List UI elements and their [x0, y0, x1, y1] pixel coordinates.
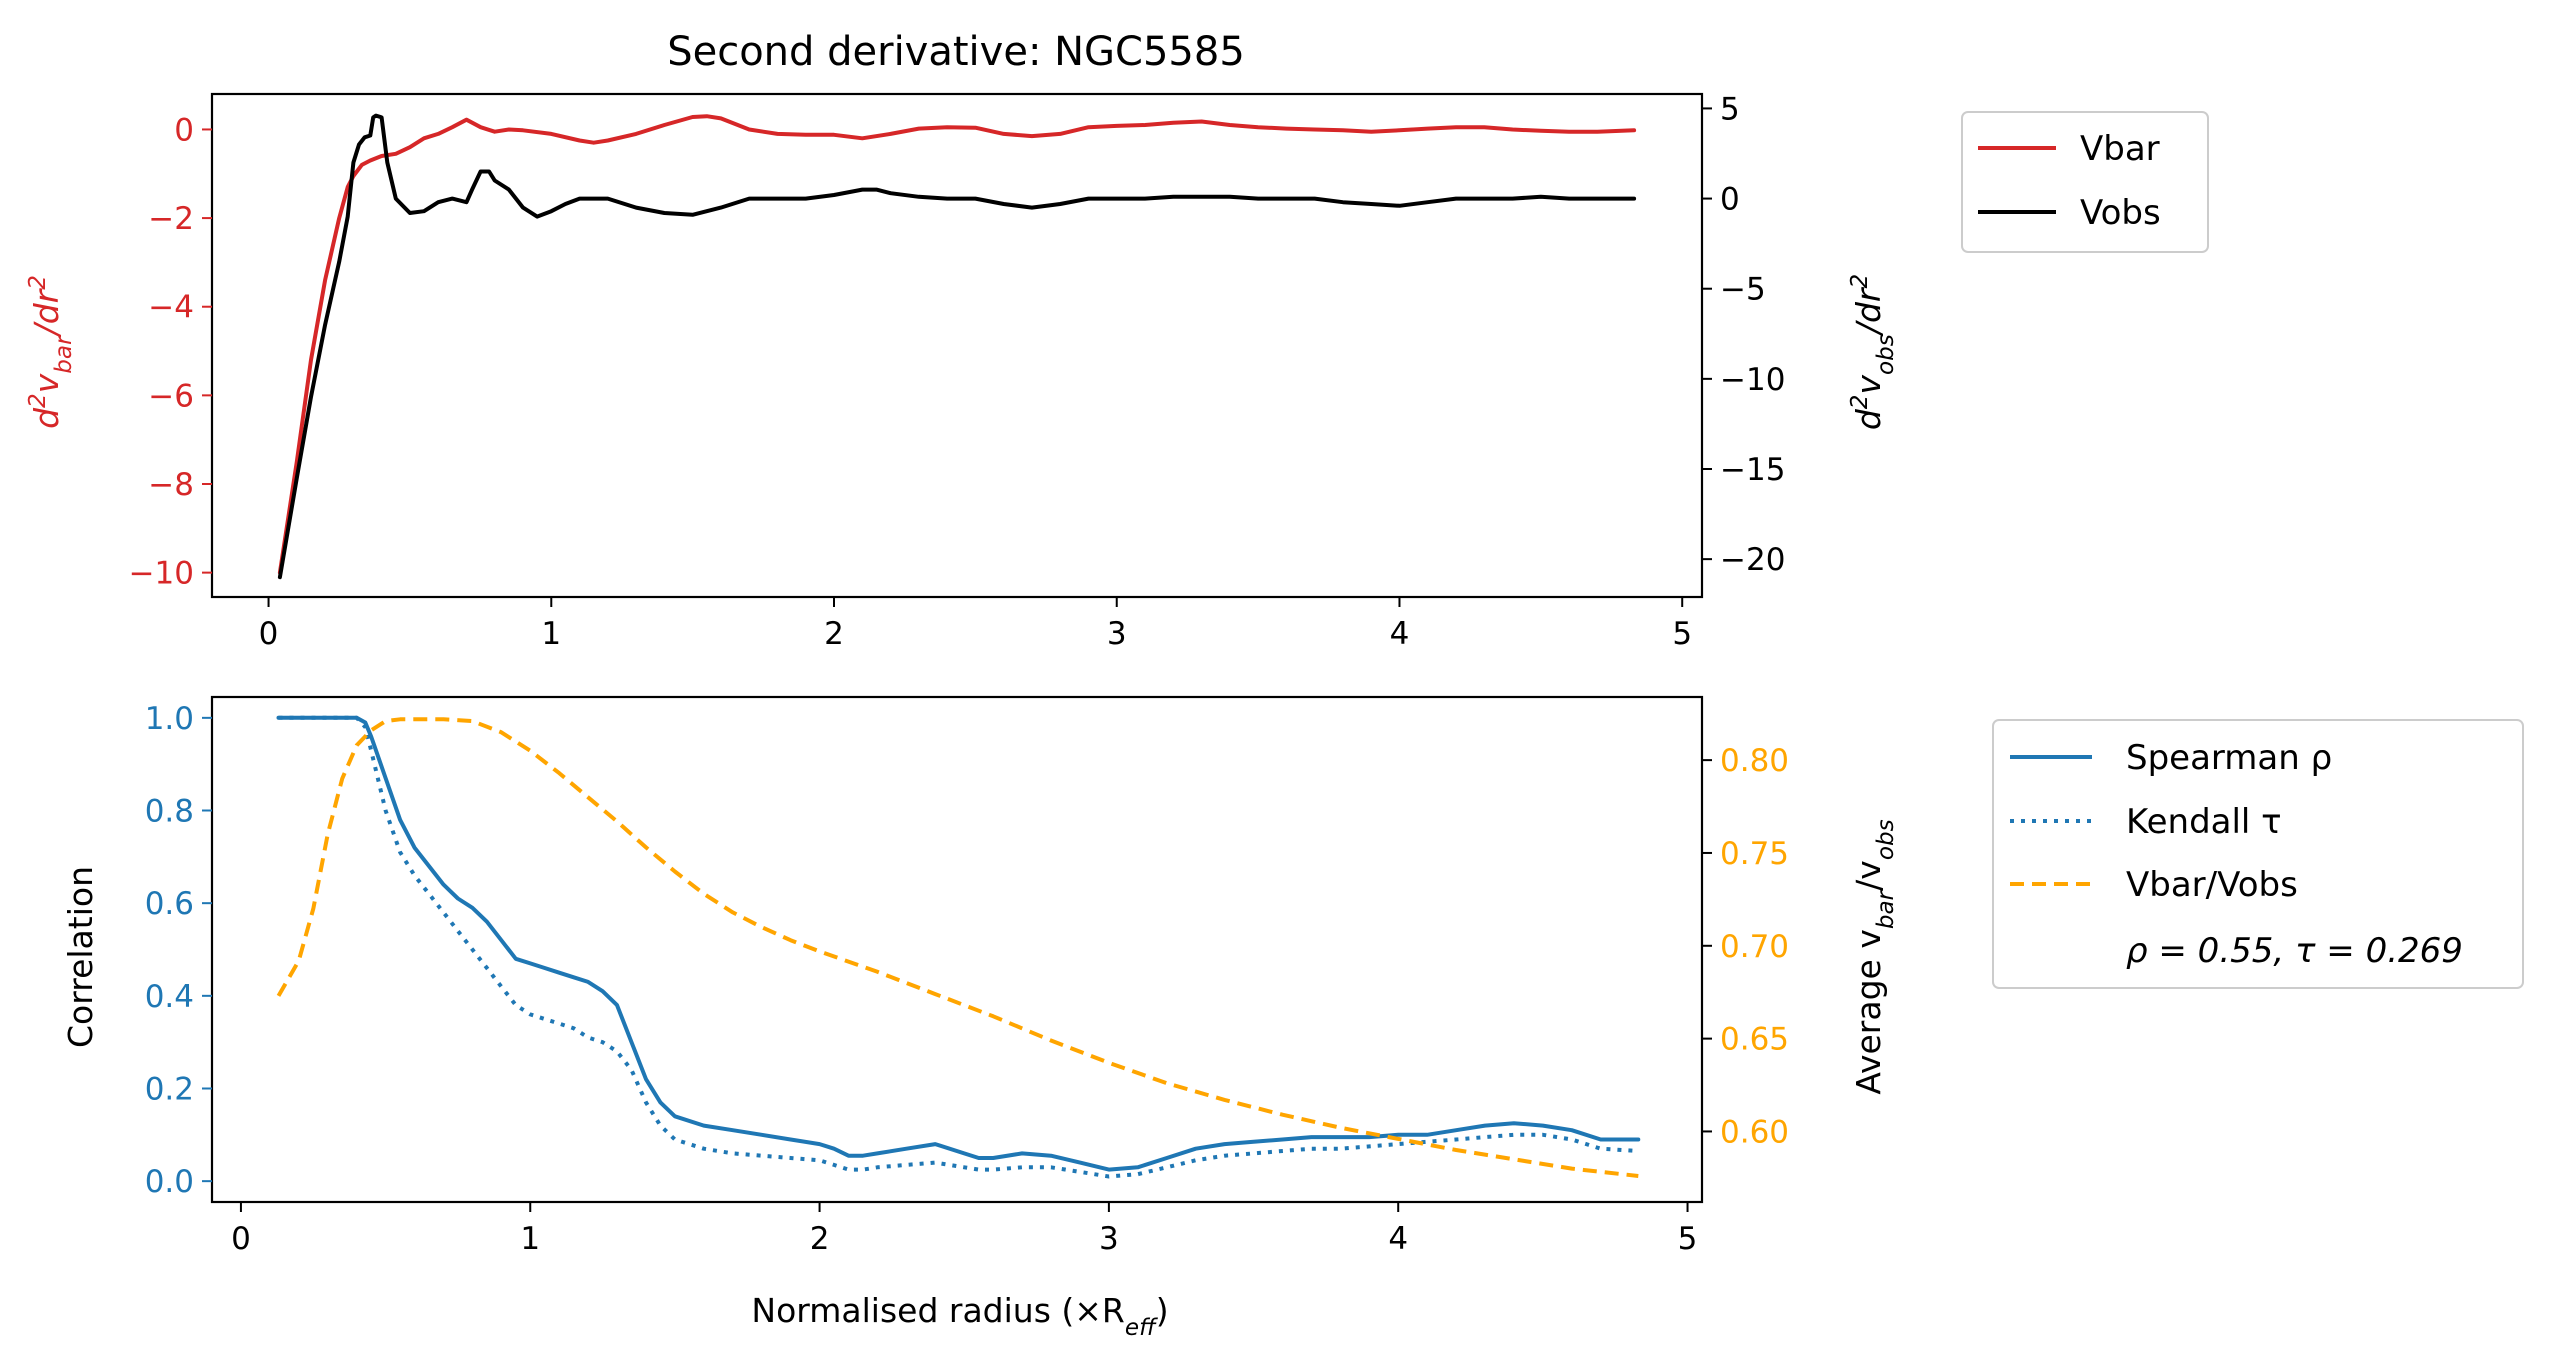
right-y-tick-label: 0.65 — [1720, 1022, 1789, 1058]
right-y-tick-label: 0.60 — [1720, 1114, 1789, 1150]
x-tick-label: 2 — [810, 1221, 830, 1257]
left-y-tick-label: −10 — [129, 556, 194, 592]
left-y-tick-label: 0.4 — [145, 979, 194, 1015]
top-chart-axes: 0 1 2 3 4 5 0 −2 −4 −6 −8 −10 5 0 −5 −10 −15 −20 — [129, 91, 1786, 652]
legend-label-kendall: Kendall τ — [2126, 802, 2282, 842]
x-tick-label: 1 — [541, 616, 561, 652]
left-y-tick-label: 0 — [174, 112, 194, 148]
x-tick-label: 1 — [520, 1221, 540, 1257]
right-y-tick-label: −20 — [1720, 542, 1785, 578]
series-line-vbar-vobs — [276, 717, 1639, 1178]
left-y-tick-label: 0.8 — [145, 794, 194, 830]
left-y-tick-label: −6 — [148, 378, 194, 414]
right-y-tick-label: 0.80 — [1720, 743, 1789, 779]
right-y-tick-label: 0.70 — [1720, 929, 1789, 965]
legend-label-ratio: Vbar/Vobs — [2126, 865, 2298, 905]
bottom-left-axis-label-wrap: Correlation — [61, 866, 100, 1048]
x-tick-label: 0 — [259, 616, 279, 652]
top-chart-legend: Vbar Vobs — [1961, 111, 2209, 253]
series-line-spearman — [276, 715, 1641, 1172]
x-tick-label: 0 — [231, 1221, 251, 1257]
top-chart: Second derivative: NGC5585 0 1 2 3 4 5 0 −2 −4 −6… — [25, 29, 1899, 652]
right-y-tick-label: 0 — [1720, 182, 1740, 218]
series-line-vobs — [277, 113, 1637, 580]
legend-label-vbar: Vbar — [2080, 129, 2160, 169]
bottom-chart-series-group — [276, 715, 1641, 1179]
left-y-tick-label: −8 — [148, 467, 194, 503]
x-tick-label: 5 — [1672, 616, 1692, 652]
axes-frame — [210, 92, 1704, 599]
right-y-tick-label: −10 — [1720, 362, 1785, 398]
x-tick-label: 2 — [824, 616, 844, 652]
bottom-legend-frame — [1992, 719, 2524, 989]
x-tick-label: 5 — [1678, 1221, 1698, 1257]
series-line-vbar — [277, 114, 1637, 575]
top-chart-title: Second derivative: NGC5585 — [667, 29, 1245, 75]
x-tick-label: 3 — [1099, 1221, 1119, 1257]
left-y-tick-label: 1.0 — [145, 701, 194, 737]
left-y-tick-label: 0.0 — [145, 1164, 194, 1200]
bottom-chart-legend: Spearman ρ Kendall τ Vbar/Vobs ρ = 0.55,… — [1992, 719, 2524, 989]
legend-label-vobs: Vobs — [2080, 193, 2161, 233]
left-y-tick-label: 0.2 — [145, 1071, 194, 1107]
legend-stats-annotation: ρ = 0.55, τ = 0.269 — [2126, 931, 2463, 971]
x-tick-label: 4 — [1390, 616, 1410, 652]
right-y-tick-label: −5 — [1720, 272, 1766, 308]
top-chart-series-group — [277, 113, 1637, 580]
left-y-tick-label: −2 — [148, 201, 194, 237]
bottom-chart-axes: 0 1 2 3 4 5 1.0 0.8 0.6 0.4 0.2 0.0 0.80 0.75 0.70 0.65… — [145, 695, 1789, 1257]
right-y-tick-label: 0.75 — [1720, 836, 1789, 872]
left-y-tick-label: 0.6 — [145, 886, 194, 922]
bottom-left-axis-label: Correlation — [61, 866, 100, 1048]
x-tick-label: 3 — [1107, 616, 1127, 652]
right-y-tick-label: −15 — [1720, 452, 1785, 488]
right-y-tick-label: 5 — [1720, 91, 1740, 127]
axes-frame — [210, 695, 1704, 1204]
legend-label-spearman: Spearman ρ — [2126, 738, 2332, 778]
left-y-tick-label: −4 — [148, 290, 194, 326]
x-tick-label: 4 — [1388, 1221, 1408, 1257]
